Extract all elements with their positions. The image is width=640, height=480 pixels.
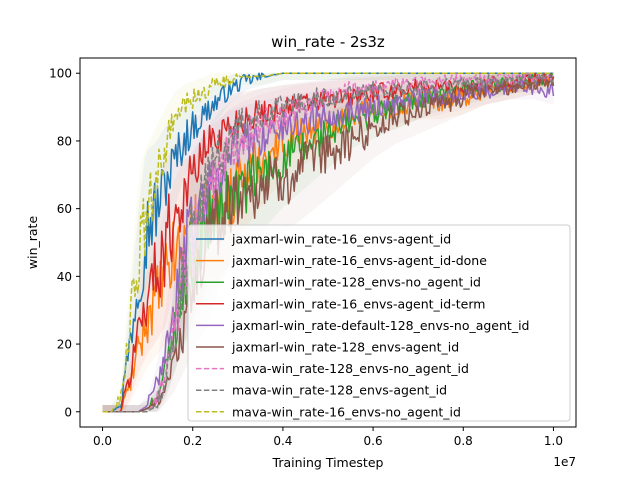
legend: jaxmarl-win_rate-16_envs-agent_idjaxmarl… <box>187 224 571 422</box>
series-line <box>102 73 555 413</box>
legend-label: jaxmarl-win_rate-128_envs-agent_id <box>231 340 459 355</box>
x-axis: 0.0 0.2 0.4 0.6 0.8 1.0 <box>93 427 563 448</box>
y-tick-label: 20 <box>57 338 72 352</box>
plot-frame <box>79 57 577 428</box>
y-axis: 0 20 40 60 80 100 <box>49 67 80 419</box>
x-tick-label: 0.4 <box>273 434 292 448</box>
legend-label: jaxmarl-win_rate-16_envs-agent_id-term <box>231 296 485 311</box>
y-tick-label: 100 <box>49 67 72 81</box>
y-axis-label: win_rate <box>25 216 40 270</box>
series-line <box>102 72 554 413</box>
y-tick-label: 0 <box>64 405 72 419</box>
x-tick-label: 0.8 <box>454 434 473 448</box>
legend-label: jaxmarl-win_rate-default-128_envs-no_age… <box>231 318 529 333</box>
series-line <box>102 78 555 413</box>
x-tick-label: 0.0 <box>93 434 112 448</box>
x-tick-label: 1.0 <box>544 434 563 448</box>
x-axis-offset-label: 1e7 <box>553 455 576 469</box>
legend-label: jaxmarl-win_rate-16_envs-agent_id-done <box>231 253 487 268</box>
legend-label: mava-win_rate-128_envs-no_agent_id <box>232 361 469 376</box>
y-tick-label: 60 <box>57 202 72 216</box>
legend-label: jaxmarl-win_rate-16_envs-agent_id <box>231 232 451 247</box>
y-tick-label: 80 <box>57 134 72 148</box>
x-axis-label: Training Timestep <box>272 455 384 470</box>
series-line <box>102 72 555 413</box>
chart-title: win_rate - 2s3z <box>271 33 385 52</box>
series-line <box>102 72 554 413</box>
legend-label: mava-win_rate-128_envs-agent_id <box>232 383 447 398</box>
legend-box <box>187 224 571 422</box>
legend-label: jaxmarl-win_rate-128_envs-no_agent_id <box>231 275 481 290</box>
x-tick-label: 0.6 <box>364 434 383 448</box>
y-tick-label: 40 <box>57 270 72 284</box>
x-tick-label: 0.2 <box>183 434 202 448</box>
series-lines <box>102 72 555 413</box>
legend-label: mava-win_rate-16_envs-no_agent_id <box>232 404 461 419</box>
